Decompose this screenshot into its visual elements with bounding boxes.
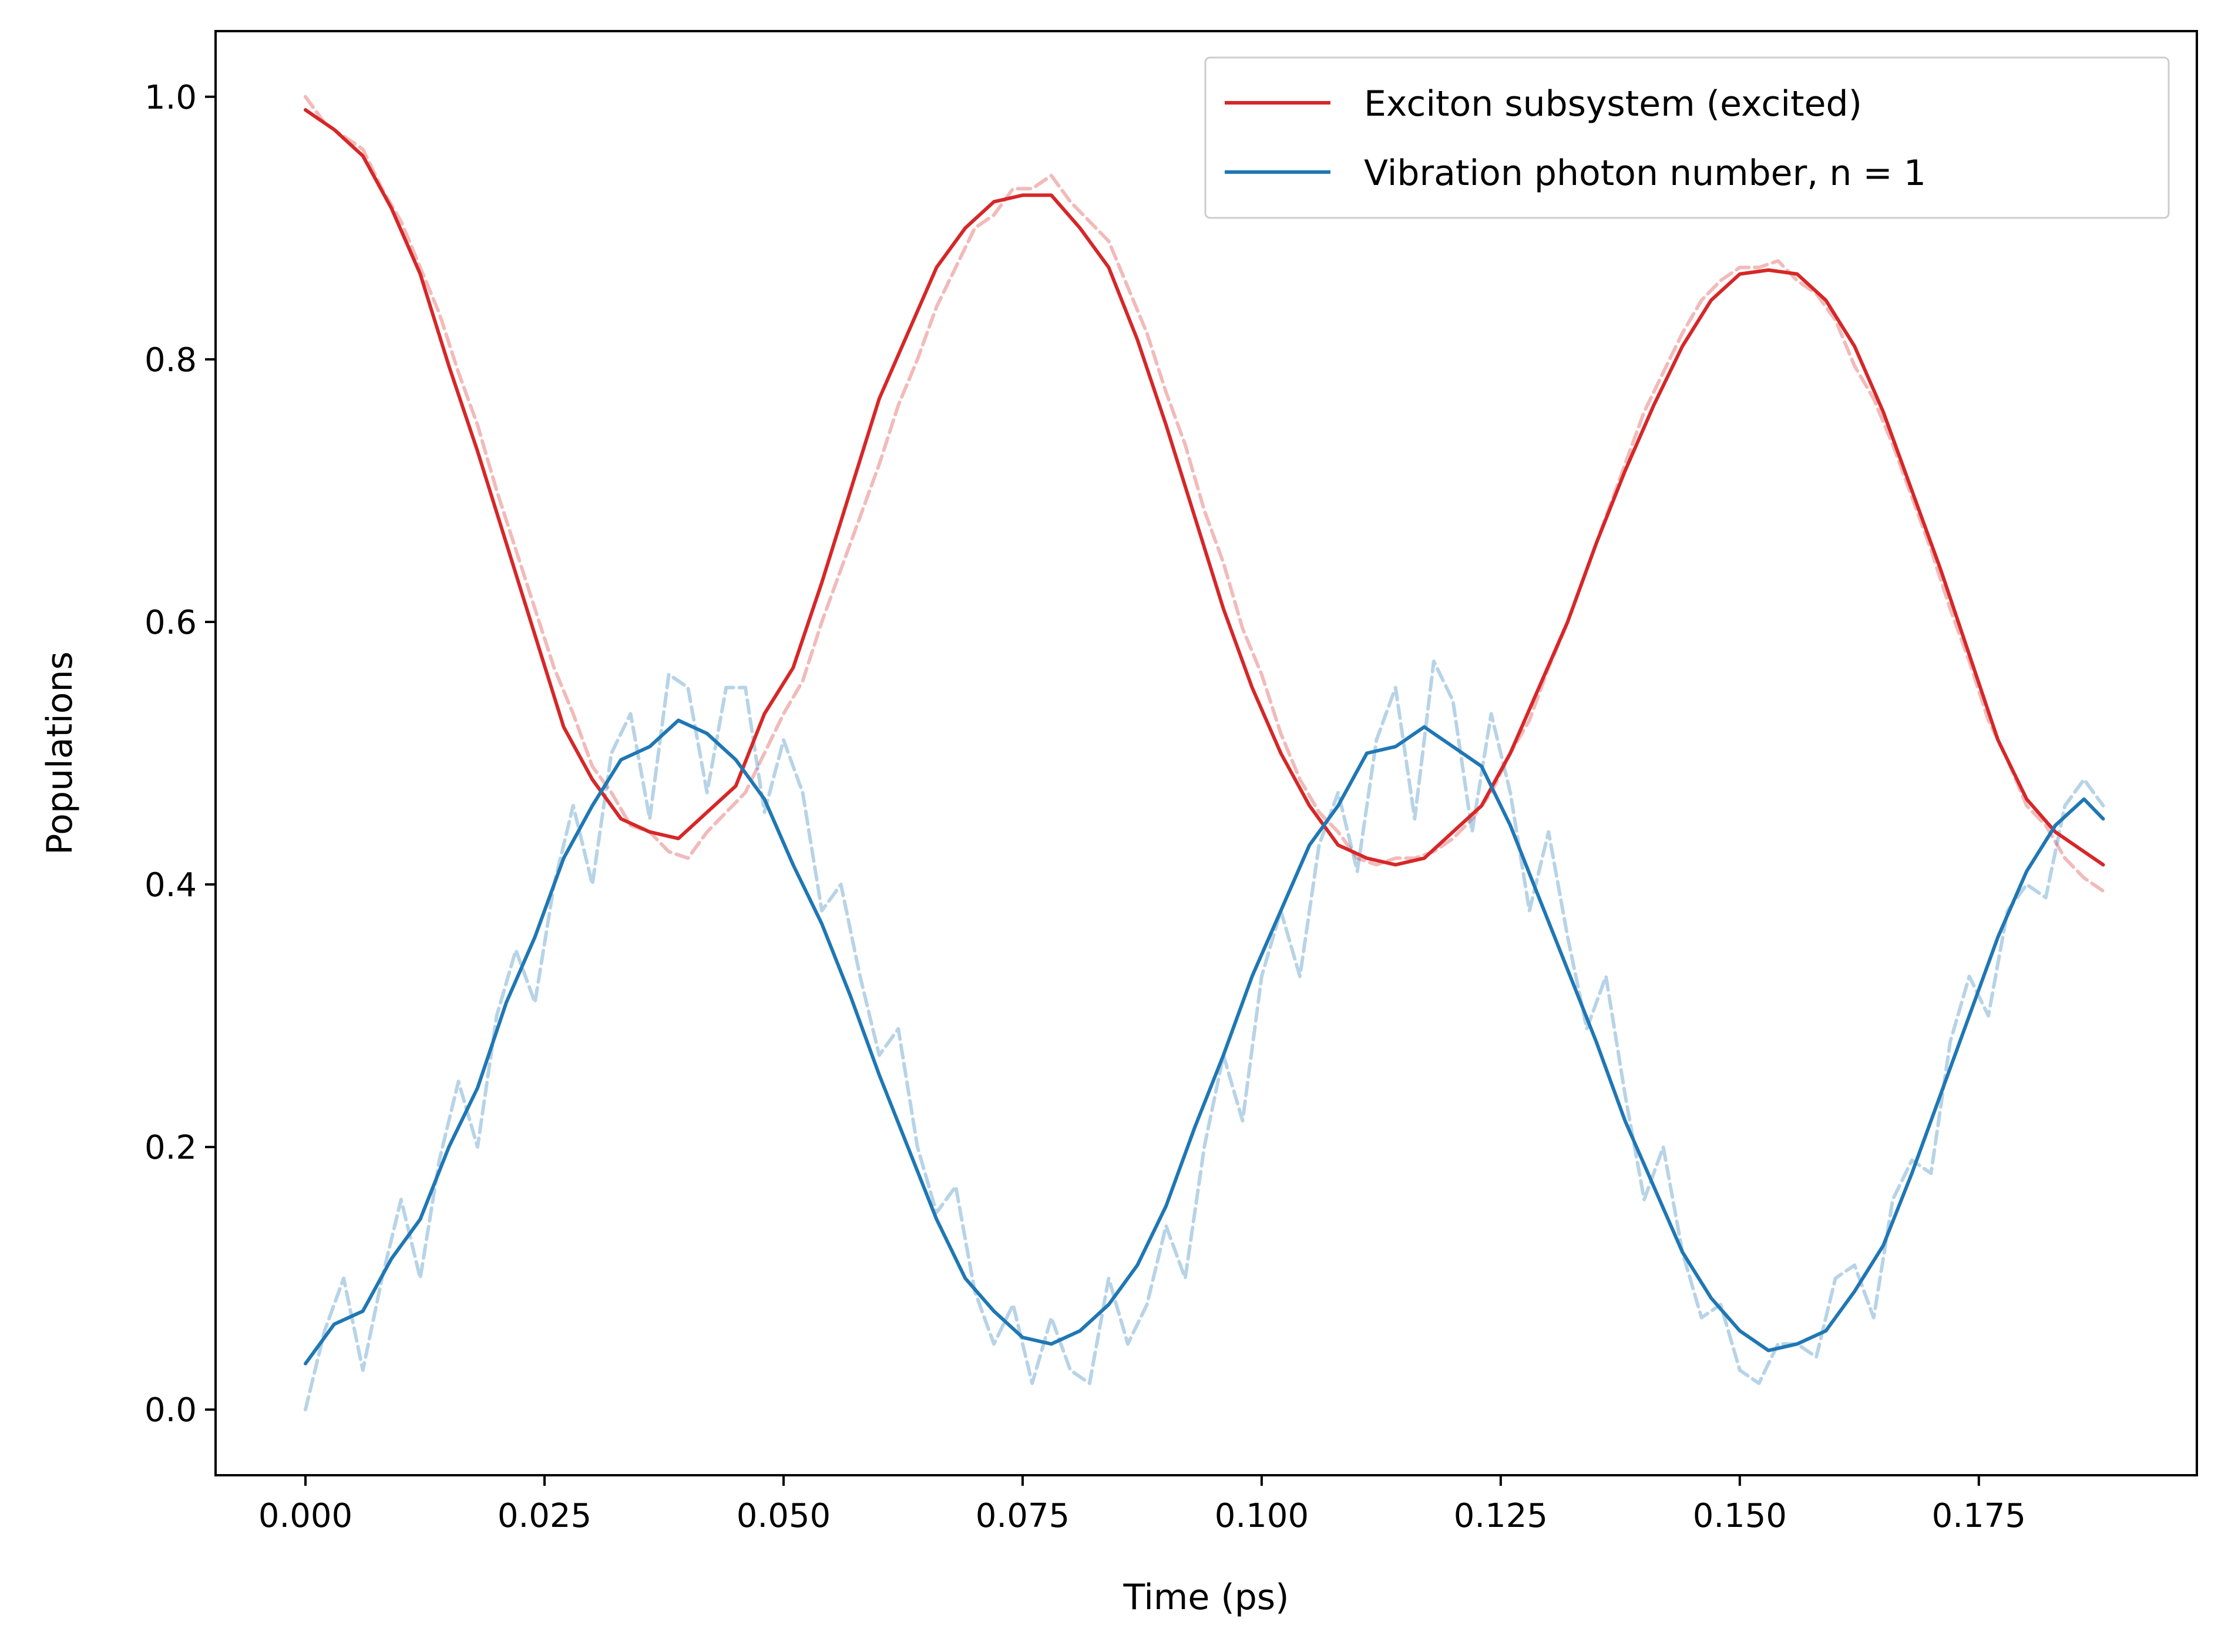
legend-box xyxy=(1204,56,2170,219)
x-tick-label: 0.075 xyxy=(976,1497,1070,1535)
x-tick-label: 0.100 xyxy=(1215,1497,1309,1535)
x-tick-label: 0.050 xyxy=(737,1497,831,1535)
y-tick-label: 0.0 xyxy=(144,1391,197,1429)
y-axis-label: Populations xyxy=(39,651,80,855)
x-tick-label: 0.000 xyxy=(258,1497,352,1535)
series-line-0 xyxy=(304,108,2105,867)
x-tick-label: 0.025 xyxy=(498,1497,592,1535)
y-tick-label: 0.8 xyxy=(144,341,197,379)
x-tick-label: 0.150 xyxy=(1693,1497,1787,1535)
series-line-1 xyxy=(304,718,2105,1365)
y-tick-label: 0.2 xyxy=(144,1129,197,1167)
x-tick-label: 0.175 xyxy=(1932,1497,2026,1535)
legend-label-vibration: Vibration photon number, n = 1 xyxy=(1364,153,1926,194)
y-tick-label: 0.4 xyxy=(144,866,197,904)
x-ticks: 0.000 0.025 0.050 0.075 0.100 0.125 0.150 0.175 xyxy=(258,1475,2026,1535)
series-layer xyxy=(304,95,2105,1412)
legend-label-exciton: Exciton subsystem (excited) xyxy=(1364,83,1862,125)
x-axis-label: Time (ps) xyxy=(1123,1577,1289,1618)
y-tick-label: 1.0 xyxy=(144,79,197,117)
plot-frame xyxy=(214,30,2198,1476)
y-ticks: 0.0 0.2 0.4 0.6 0.8 1.0 xyxy=(144,79,216,1429)
x-tick-label: 0.125 xyxy=(1454,1497,1548,1535)
y-tick-label: 0.6 xyxy=(144,604,197,642)
legend: Exciton subsystem (excited) Vibration ph… xyxy=(1204,56,2170,219)
